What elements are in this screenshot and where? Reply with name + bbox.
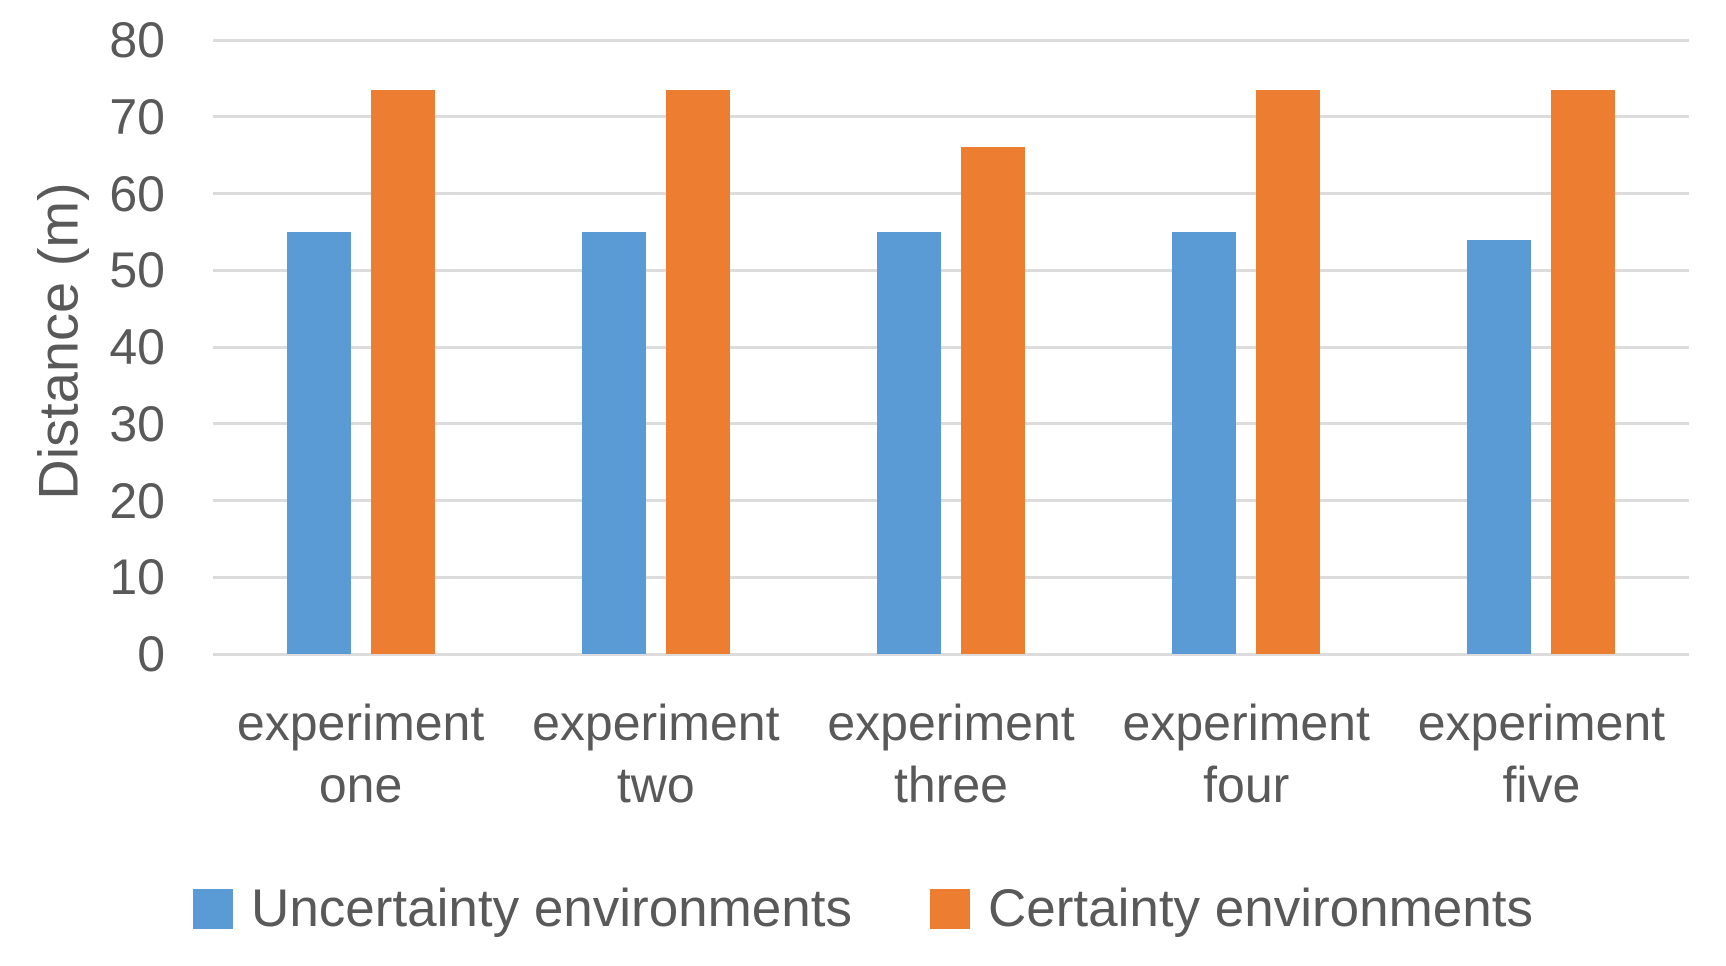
gridline-0	[213, 652, 1689, 656]
x-category-labels: experiment one experiment two experiment thre…	[213, 692, 1689, 816]
y-tick-label-70: 70	[109, 88, 165, 145]
gridline-60	[213, 192, 1689, 195]
plot-area	[213, 38, 1689, 656]
bar-group-experiment-one	[213, 40, 508, 654]
gridline-80	[213, 38, 1689, 42]
y-tick-label-20: 20	[109, 472, 165, 529]
category-label-experiment-four: experiment four	[1099, 692, 1394, 816]
category-label-line: experiment	[236, 695, 485, 751]
y-tick-label-0: 0	[137, 626, 165, 682]
legend-item-certainty-environments: Certainty environments	[929, 879, 1533, 938]
gridline-50	[213, 268, 1689, 272]
category-label-line: experiment	[827, 695, 1075, 751]
bar-uncertainty-experiment-three	[877, 231, 941, 654]
legend: Uncertainty environments Certainty enviro…	[0, 880, 1726, 938]
y-tick-label-60: 60	[109, 165, 165, 222]
category-label-experiment-two: experiment two	[508, 692, 803, 816]
gridline-40	[213, 345, 1689, 349]
bar-certainty-experiment-two	[665, 89, 730, 654]
y-tick-label-40: 40	[109, 319, 165, 375]
y-tick-label-80: 80	[109, 12, 165, 68]
category-label-line: experiment	[532, 695, 780, 751]
legend-label: Uncertainty environments	[251, 879, 852, 938]
category-label-line: four	[1203, 757, 1290, 813]
bar-certainty-experiment-one	[370, 89, 435, 654]
legend-label: Certainty environments	[987, 879, 1533, 938]
bar-group-experiment-four	[1099, 40, 1394, 654]
category-label-line: three	[894, 757, 1008, 813]
bar-group-experiment-five	[1394, 40, 1689, 654]
y-tick-labels: 0 10 20 30 40 50 60 70 80	[0, 15, 165, 679]
legend-swatch-icon	[193, 889, 234, 929]
y-tick-label-50: 50	[109, 242, 165, 299]
category-label-line: five	[1502, 757, 1581, 813]
bar-certainty-experiment-four	[1256, 89, 1321, 654]
gridline-10	[213, 575, 1689, 579]
legend-swatch-icon	[929, 889, 970, 929]
category-label-line: experiment	[1417, 695, 1666, 751]
gridline-30	[213, 422, 1689, 426]
category-label-line: one	[318, 757, 403, 813]
category-label-experiment-three: experiment three	[803, 692, 1098, 816]
bar-certainty-experiment-five	[1551, 89, 1616, 654]
y-tick-label-10: 10	[109, 549, 165, 606]
gridline-70	[213, 115, 1689, 119]
category-label-line: two	[616, 757, 695, 813]
bar-group-experiment-three	[803, 40, 1098, 654]
y-tick-label-30: 30	[109, 395, 165, 452]
bar-uncertainty-experiment-four	[1172, 231, 1237, 654]
category-label-experiment-one: experiment one	[213, 692, 508, 816]
legend-item-uncertainty-environments: Uncertainty environments	[193, 880, 852, 938]
bar-group-experiment-two	[508, 40, 803, 654]
gridline-20	[213, 499, 1689, 502]
bar-certainty-experiment-three	[961, 147, 1025, 654]
bar-uncertainty-experiment-two	[581, 231, 646, 654]
bars-layer	[213, 40, 1689, 654]
category-label-experiment-five: experiment five	[1394, 692, 1689, 816]
category-label-line: experiment	[1122, 695, 1370, 751]
bar-uncertainty-experiment-five	[1467, 239, 1532, 654]
bar-uncertainty-experiment-one	[286, 231, 351, 654]
